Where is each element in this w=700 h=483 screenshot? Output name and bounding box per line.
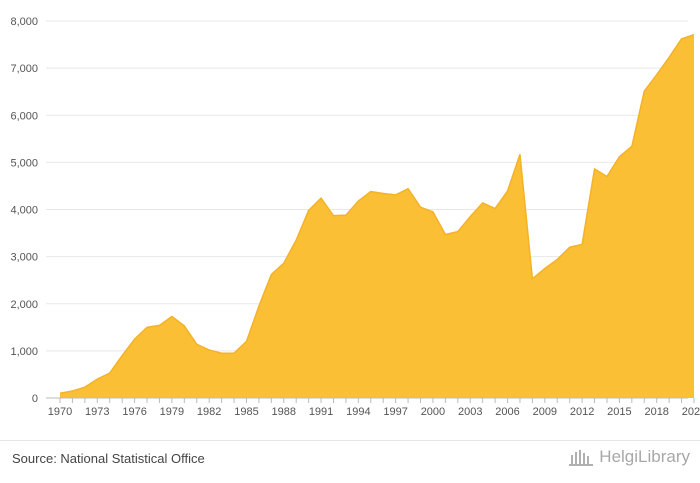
data-point-1991[interactable] xyxy=(318,195,324,201)
data-point-2020[interactable] xyxy=(679,36,685,42)
data-point-2003[interactable] xyxy=(467,214,473,220)
data-point-2009[interactable] xyxy=(542,265,548,271)
y-tick-label: 5,000 xyxy=(10,157,38,169)
data-point-1974[interactable] xyxy=(107,370,113,376)
x-tick-label: 1985 xyxy=(234,406,258,418)
x-tick-label: 2009 xyxy=(533,406,557,418)
brand-logo-link[interactable]: HelgiLibrary xyxy=(569,447,690,467)
data-point-1986[interactable] xyxy=(256,303,262,309)
data-point-2008[interactable] xyxy=(529,276,535,282)
y-tick-label: 7,000 xyxy=(10,63,38,75)
data-point-1982[interactable] xyxy=(206,347,212,353)
x-axis-labels: 1970 1973 1976 1979 1982 1985 1988 1991 1994 1997… xyxy=(48,406,700,418)
data-point-1971[interactable] xyxy=(69,388,75,394)
y-tick-label: 0 xyxy=(32,393,38,405)
area-fill xyxy=(60,34,694,398)
x-tick-label: 2006 xyxy=(495,406,519,418)
data-point-1975[interactable] xyxy=(119,353,125,359)
x-tick-label: 1991 xyxy=(309,406,333,418)
data-point-1970[interactable] xyxy=(57,390,63,396)
x-tick-label: 2021 xyxy=(682,406,700,418)
data-point-1979[interactable] xyxy=(169,313,175,319)
data-point-1977[interactable] xyxy=(144,324,150,330)
data-point-2006[interactable] xyxy=(505,188,511,194)
data-point-2015[interactable] xyxy=(616,154,622,160)
y-tick-label: 8,000 xyxy=(10,16,38,28)
data-point-1997[interactable] xyxy=(393,192,399,198)
x-tick-label: 1970 xyxy=(48,406,72,418)
data-point-2001[interactable] xyxy=(442,231,448,237)
data-point-2014[interactable] xyxy=(604,174,610,180)
data-point-2011[interactable] xyxy=(567,244,573,250)
data-point-1989[interactable] xyxy=(293,237,299,243)
x-tick-label: 1979 xyxy=(160,406,184,418)
data-point-1993[interactable] xyxy=(343,212,349,218)
x-tick-label: 1997 xyxy=(383,406,407,418)
data-point-2010[interactable] xyxy=(554,256,560,262)
data-point-1973[interactable] xyxy=(94,376,100,382)
data-point-2004[interactable] xyxy=(480,200,486,206)
data-point-2005[interactable] xyxy=(492,206,498,212)
data-point-2017[interactable] xyxy=(641,88,647,94)
data-point-2007[interactable] xyxy=(517,151,523,157)
x-tick-label: 1976 xyxy=(122,406,146,418)
x-tick-label: 1982 xyxy=(197,406,221,418)
data-point-1981[interactable] xyxy=(194,341,200,347)
data-point-1972[interactable] xyxy=(82,384,88,390)
y-tick-label: 4,000 xyxy=(10,205,38,217)
data-point-2018[interactable] xyxy=(654,72,660,78)
x-tick-label: 2015 xyxy=(607,406,631,418)
x-tick-label: 1988 xyxy=(272,406,296,418)
data-point-1985[interactable] xyxy=(243,338,249,344)
data-point-1983[interactable] xyxy=(219,350,225,356)
y-tick-label: 1,000 xyxy=(10,346,38,358)
data-point-2019[interactable] xyxy=(666,54,672,60)
data-point-1987[interactable] xyxy=(268,272,274,278)
area-series xyxy=(57,32,697,398)
data-point-1984[interactable] xyxy=(231,350,237,356)
data-point-2013[interactable] xyxy=(592,166,598,172)
library-logo-icon xyxy=(569,450,594,466)
x-tick-label: 2018 xyxy=(644,406,668,418)
area-chart: 0 1,000 2,000 3,000 4,000 5,000 6,000 7,000 8,00… xyxy=(10,16,700,418)
data-point-1998[interactable] xyxy=(405,186,411,192)
chart-area: 0 1,000 2,000 3,000 4,000 5,000 6,000 7,000 8,00… xyxy=(10,16,700,418)
data-point-1994[interactable] xyxy=(355,198,361,204)
y-tick-label: 6,000 xyxy=(10,110,38,122)
data-point-2016[interactable] xyxy=(629,143,635,149)
data-point-2002[interactable] xyxy=(455,229,461,235)
x-tick-label: 1973 xyxy=(85,406,109,418)
data-point-1980[interactable] xyxy=(181,323,187,329)
data-point-1992[interactable] xyxy=(330,213,336,219)
x-tick-label: 2000 xyxy=(421,406,445,418)
data-point-1978[interactable] xyxy=(156,322,162,328)
data-point-2021[interactable] xyxy=(691,32,697,38)
x-tick-label: 1994 xyxy=(346,406,370,418)
data-point-1995[interactable] xyxy=(368,189,374,195)
data-point-1999[interactable] xyxy=(418,204,424,210)
data-point-1996[interactable] xyxy=(380,190,386,196)
area-line xyxy=(59,33,695,395)
data-point-1988[interactable] xyxy=(281,260,287,266)
data-point-1976[interactable] xyxy=(132,336,138,342)
chart-footer: Source: National Statistical Office Helg… xyxy=(0,440,700,483)
x-tick-label: 2012 xyxy=(570,406,594,418)
y-tick-label: 2,000 xyxy=(10,299,38,311)
x-axis xyxy=(46,397,695,403)
source-note: Source: National Statistical Office xyxy=(12,451,205,466)
x-tick-label: 2003 xyxy=(458,406,482,418)
brand-name: HelgiLibrary xyxy=(599,447,690,466)
data-point-2012[interactable] xyxy=(579,241,585,247)
data-point-2000[interactable] xyxy=(430,209,436,215)
y-tick-label: 3,000 xyxy=(10,252,38,264)
y-axis: 0 1,000 2,000 3,000 4,000 5,000 6,000 7,000 8,00… xyxy=(10,16,38,405)
data-point-1990[interactable] xyxy=(306,207,312,213)
